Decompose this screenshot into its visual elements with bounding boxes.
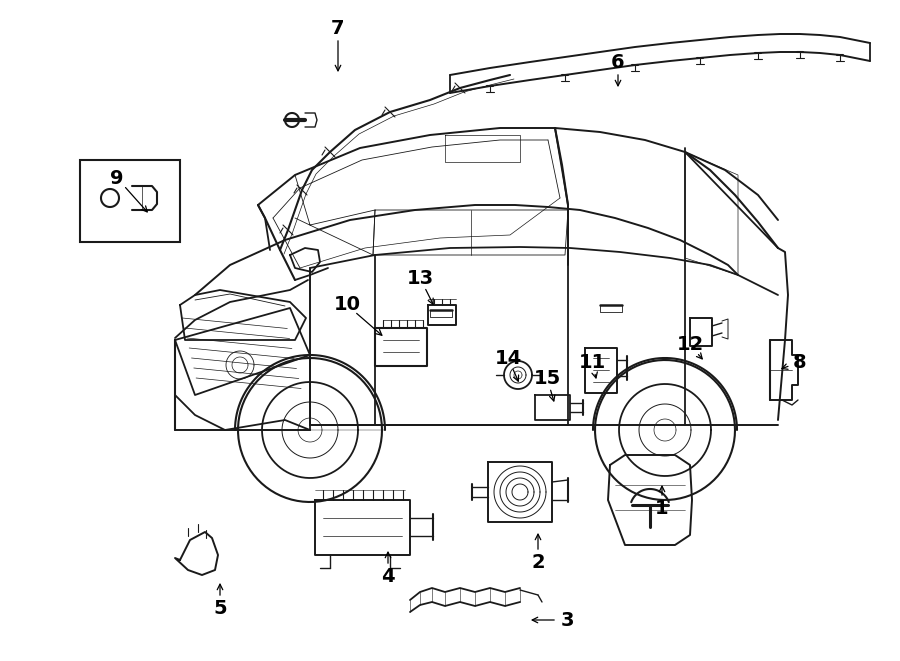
- Text: 2: 2: [531, 553, 544, 572]
- Text: 8: 8: [793, 352, 806, 371]
- Text: 14: 14: [494, 348, 522, 368]
- Text: 11: 11: [579, 352, 606, 371]
- Text: 7: 7: [331, 19, 345, 38]
- Text: 12: 12: [677, 336, 704, 354]
- Text: 10: 10: [334, 295, 361, 315]
- Text: 1: 1: [655, 498, 669, 518]
- Text: 9: 9: [110, 169, 124, 188]
- Text: 5: 5: [213, 598, 227, 617]
- Text: 15: 15: [534, 368, 561, 387]
- Text: 13: 13: [407, 268, 434, 288]
- Text: 3: 3: [560, 611, 574, 629]
- Text: 4: 4: [382, 566, 395, 586]
- Bar: [80, 160, 180, 242]
- Text: 6: 6: [611, 52, 625, 71]
